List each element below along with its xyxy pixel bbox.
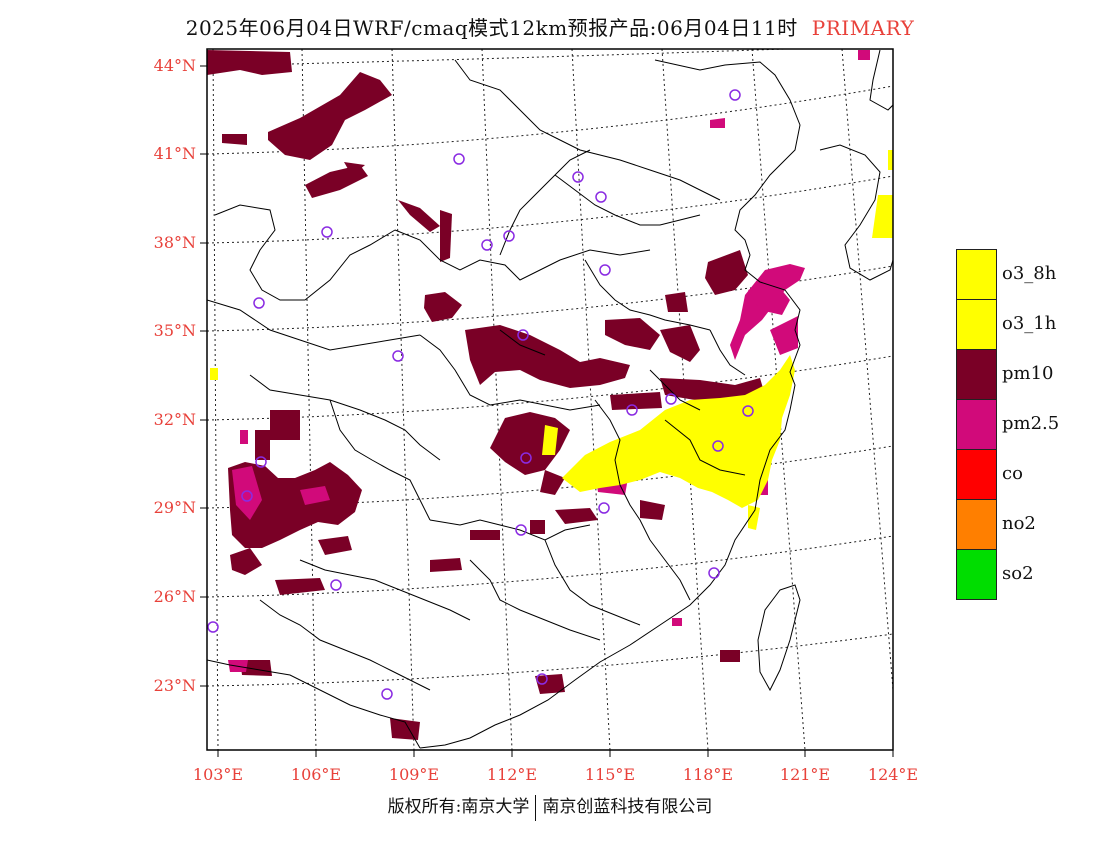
pm10-henan [465,325,630,388]
lat-label-26n: 26°N [153,587,196,606]
legend-item-no2: no2 [956,499,1096,550]
lat-label-32n: 32°N [153,410,196,429]
boundaries [207,49,893,749]
taiwan [757,584,801,692]
legend-label: o3_8h [1002,263,1057,284]
lat-label-44n: 44°N [153,56,196,75]
pollutant-legend: o3_8h o3_1h pm10 pm2.5 co no2 so2 [956,249,1096,600]
map-frame [206,48,894,751]
legend-swatch [956,349,997,400]
legend-label: so2 [1002,563,1034,584]
lat-label-23n: 23°N [153,676,196,695]
lon-label-118e: 118°E [682,765,734,784]
lat-label-38n: 38°N [153,233,196,252]
legend-item-pm10: pm10 [956,349,1096,400]
copyright-footer: 版权所有:南京大学 南京创蓝科技有限公司 [0,792,1100,821]
legend-label: co [1002,463,1023,484]
ozone-regions [210,150,893,530]
lat-label-35n: 35°N [153,321,196,340]
footer-separator [535,794,537,821]
title-primary-tag: PRIMARY [811,16,915,40]
legend-item-o3-8h: o3_8h [956,249,1096,300]
o3-yangtze-band [562,355,795,508]
lon-label-109e: 109°E [388,765,440,784]
lon-label-124e: 124°E [867,765,919,784]
lon-label-106e: 106°E [290,765,342,784]
legend-swatch [956,449,997,500]
footer-company: 南京创蓝科技有限公司 [542,797,713,817]
coastline [419,59,801,749]
pm10-hubei [490,412,570,475]
legend-label: no2 [1002,513,1036,534]
pm10-sichuan [228,462,362,548]
legend-swatch [956,249,997,300]
legend-label: o3_1h [1002,313,1057,334]
pm10-inner-mongolia-2 [268,72,392,160]
lat-label-41n: 41°N [153,144,196,163]
legend-swatch [956,399,997,450]
legend-item-pm2-5: pm2.5 [956,399,1096,450]
lon-label-115e: 115°E [584,765,636,784]
legend-item-o3-1h: o3_1h [956,299,1096,350]
lon-label-121e: 121°E [779,765,831,784]
legend-label: pm2.5 [1002,413,1060,434]
legend-swatch [956,299,997,350]
legend-label: pm10 [1002,363,1054,384]
korea-coast [819,144,893,281]
pm25-shandong-jiangsu [730,264,805,360]
legend-item-so2: so2 [956,549,1096,600]
tick-marks [200,65,894,757]
footer-copyright: 版权所有:南京大学 [387,797,530,817]
title-main: 2025年06月04日WRF/cmaq模式12km预报产品:06月04日11时 [185,16,798,40]
map-title: 2025年06月04日WRF/cmaq模式12km预报产品:06月04日11时 P… [0,12,1100,41]
lon-label-112e: 112°E [486,765,538,784]
legend-swatch [956,499,997,550]
pm10-regions [207,50,765,740]
pm10-inner-mongolia [207,50,292,75]
legend-swatch [956,549,997,600]
lon-label-103e: 103°E [192,765,244,784]
japan-coast [869,49,893,111]
station-markers [207,89,754,700]
lat-label-29n: 29°N [153,498,196,517]
legend-item-co: co [956,449,1096,500]
pm10-shaanxi [424,292,462,322]
